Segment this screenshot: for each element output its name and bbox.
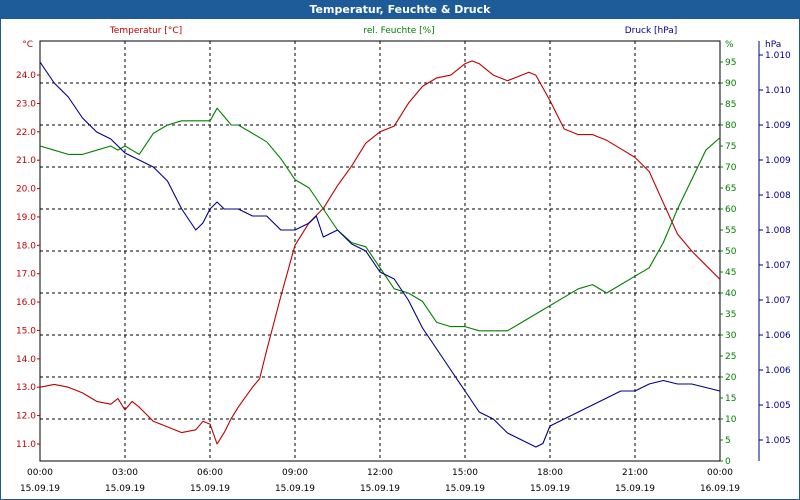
x-tick-time: 09:00	[282, 468, 308, 478]
x-tick-date: 16.09.19	[700, 484, 740, 494]
temperature-tick-label: 18.0	[16, 241, 36, 251]
x-tick-date: 15.09.19	[530, 484, 570, 494]
window-title: Temperatur, Feuchte & Druck	[1, 1, 799, 19]
humidity-tick-label: 70	[725, 163, 737, 173]
temperature-tick-label: 24.0	[16, 71, 36, 81]
x-tick-date: 15.09.19	[275, 484, 315, 494]
humidity-tick-label: 50	[725, 247, 737, 257]
pressure-axis-title: Druck [hPa]	[625, 26, 678, 36]
pressure-tick-label: 1.010	[765, 86, 791, 96]
pressure-tick-label: 1.009	[765, 121, 791, 131]
x-tick-time: 18:00	[537, 468, 563, 478]
humidity-tick-label: 5	[725, 436, 731, 446]
temperature-tick-label: 15.0	[16, 326, 36, 336]
humidity-tick-label: 10	[725, 415, 737, 425]
x-tick-time: 00:00	[707, 468, 733, 478]
pressure-tick-label: 1.009	[765, 156, 791, 166]
x-tick-date: 15.09.19	[445, 484, 485, 494]
humidity-axis-title: rel. Feuchte [%]	[363, 26, 434, 36]
x-tick-date: 15.09.19	[20, 484, 60, 494]
x-tick-date: 15.09.19	[615, 484, 655, 494]
temperature-tick-label: 16.0	[16, 298, 36, 308]
humidity-tick-label: 25	[725, 352, 736, 362]
temperature-series-line	[39, 60, 721, 445]
humidity-tick-label: 65	[725, 184, 736, 194]
temperature-unit-label: °C	[22, 40, 33, 50]
pressure-series-line	[39, 61, 721, 448]
temperature-tick-label: 11.0	[16, 440, 36, 450]
temperature-tick-label: 21.0	[16, 156, 36, 166]
humidity-unit-label: %	[725, 40, 734, 50]
x-tick-time: 00:00	[27, 468, 53, 478]
pressure-unit-label: hPa	[765, 40, 781, 50]
humidity-tick-label: 35	[725, 310, 736, 320]
pressure-tick-label: 1.010	[765, 51, 791, 61]
temperature-axis-title: Temperatur [°C]	[109, 26, 182, 36]
pressure-tick-label: 1.008	[765, 226, 791, 236]
temperature-tick-label: 17.0	[16, 270, 36, 280]
temperature-tick-label: 12.0	[16, 412, 36, 422]
x-tick-time: 12:00	[367, 468, 393, 478]
humidity-tick-label: 90	[725, 79, 737, 89]
humidity-tick-label: 85	[725, 100, 736, 110]
pressure-tick-label: 1.005	[765, 401, 791, 411]
x-tick-time: 15:00	[452, 468, 478, 478]
x-tick-date: 15.09.19	[360, 484, 400, 494]
humidity-tick-label: 95	[725, 58, 736, 68]
humidity-tick-label: 45	[725, 268, 736, 278]
pressure-tick-label: 1.007	[765, 261, 791, 271]
temperature-tick-label: 13.0	[16, 383, 36, 393]
chart-svg: 00:00 15.09.19 03:00 15.09.19 06:00 15.09.19 0…	[16, 26, 791, 494]
pressure-tick-label: 1.007	[765, 296, 791, 306]
pressure-tick-label: 1.006	[765, 331, 791, 341]
humidity-tick-label: 20	[725, 373, 737, 383]
x-tick-time: 06:00	[197, 468, 223, 478]
temperature-tick-label: 20.0	[16, 185, 36, 195]
humidity-tick-label: 30	[725, 331, 737, 341]
temperature-tick-label: 14.0	[16, 355, 36, 365]
x-tick-time: 21:00	[622, 468, 648, 478]
pressure-tick-label: 1.005	[765, 436, 791, 446]
temperature-tick-label: 23.0	[16, 99, 36, 109]
temperature-tick-label: 22.0	[16, 128, 36, 138]
x-tick-date: 15.09.19	[190, 484, 230, 494]
pressure-tick-label: 1.008	[765, 191, 791, 201]
humidity-series-line	[39, 107, 721, 332]
humidity-tick-label: 80	[725, 121, 737, 131]
humidity-tick-label: 0	[725, 457, 731, 467]
humidity-tick-label: 60	[725, 205, 737, 215]
humidity-tick-label: 15	[725, 394, 736, 404]
humidity-tick-label: 40	[725, 289, 737, 299]
x-tick-time: 03:00	[112, 468, 138, 478]
humidity-tick-label: 55	[725, 226, 736, 236]
humidity-tick-label: 75	[725, 142, 736, 152]
temperature-tick-label: 19.0	[16, 213, 36, 223]
pressure-tick-label: 1.006	[765, 366, 791, 376]
x-tick-date: 15.09.19	[105, 484, 145, 494]
